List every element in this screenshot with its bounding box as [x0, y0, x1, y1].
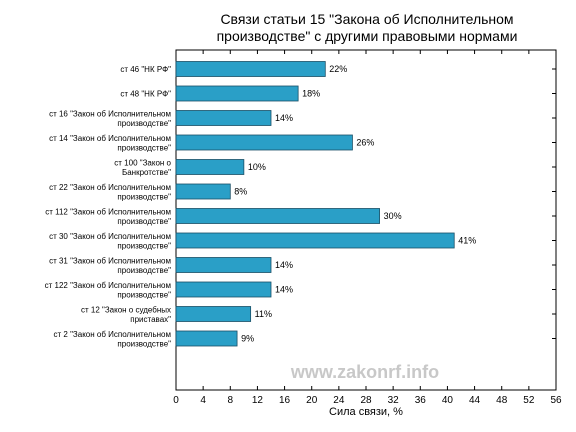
category-label: производстве" [117, 241, 171, 250]
category-label: производстве" [117, 266, 171, 275]
x-tick-label: 16 [279, 395, 291, 406]
bar-value-label: 11% [255, 309, 272, 319]
bar-value-label: 8% [234, 187, 247, 197]
bar [175, 257, 272, 273]
bar-value-label: 30% [384, 211, 402, 221]
category-label: ст 22 "Закон об Исполнительном [49, 183, 171, 192]
bar [175, 61, 326, 77]
bar [175, 281, 272, 298]
x-tick-label: 44 [469, 395, 481, 406]
category-label: производстве" [117, 192, 171, 201]
x-tick-label: 12 [252, 395, 264, 406]
x-tick-label: 40 [442, 395, 454, 406]
x-tick-label: 32 [388, 395, 400, 406]
bar-value-label: 22% [329, 64, 347, 74]
category-label: ст 48 "НК РФ" [120, 90, 171, 99]
x-tick-label: 36 [415, 395, 427, 406]
category-label: ст 122 "Закон об Исполнительном [45, 281, 171, 290]
bar [175, 110, 272, 126]
category-label: ст 12 "Закон о судебных [81, 305, 171, 314]
x-tick-label: 0 [173, 395, 179, 406]
category-label: ст 16 "Закон об Исполнительном [49, 109, 171, 118]
bar-value-label: 41% [458, 236, 476, 246]
category-label: производстве" [117, 143, 171, 152]
bar [175, 208, 380, 224]
category-label: ст 14 "Закон об Исполнительном [49, 134, 171, 143]
bar-value-label: 9% [241, 334, 254, 344]
bar-value-label: 14% [275, 285, 293, 295]
category-label: Банкротстве" [122, 168, 171, 177]
x-tick-label: 28 [360, 395, 372, 406]
bar-value-label: 14% [275, 260, 293, 270]
x-tick-label: 4 [200, 395, 206, 406]
category-label: приставах" [130, 315, 171, 324]
bar [175, 306, 252, 322]
x-tick-label: 52 [523, 395, 535, 406]
bar [175, 159, 245, 175]
category-label: ст 2 "Закон об Исполнительном [54, 330, 171, 339]
bar [175, 134, 353, 151]
x-axis-title: Сила связи, % [329, 406, 403, 418]
x-tick-label: 56 [550, 395, 562, 406]
x-tick-label: 24 [333, 395, 345, 406]
category-label: ст 30 "Закон об Исполнительном [49, 232, 171, 241]
chart-title-line-2: производстве" с другими правовыми нормам… [217, 28, 518, 44]
bar-value-label: 14% [275, 113, 293, 123]
x-tick-label: 8 [228, 395, 234, 406]
category-label: ст 31 "Закон об Исполнительном [49, 256, 171, 265]
bar-value-label: 10% [248, 162, 266, 172]
bar [175, 232, 455, 249]
category-label: производстве" [117, 339, 171, 348]
watermark-text: www.zakonrf.info [290, 362, 439, 382]
category-label: ст 46 "НК РФ" [120, 65, 171, 74]
category-label: ст 112 "Закон об Исполнительном [45, 207, 171, 216]
bar [175, 183, 231, 200]
category-label: производстве" [117, 119, 171, 128]
category-label: производстве" [117, 290, 171, 299]
category-label: производстве" [117, 217, 171, 226]
bar [175, 330, 238, 347]
x-tick-label: 48 [496, 395, 508, 406]
bar [175, 85, 299, 102]
bar-value-label: 26% [356, 138, 374, 148]
bar-value-label: 18% [302, 89, 320, 99]
x-tick-label: 20 [306, 395, 318, 406]
chart-title-line-1: Связи статьи 15 "Закона об Исполнительно… [220, 11, 513, 27]
category-label: ст 100 "Закон о [114, 158, 171, 167]
